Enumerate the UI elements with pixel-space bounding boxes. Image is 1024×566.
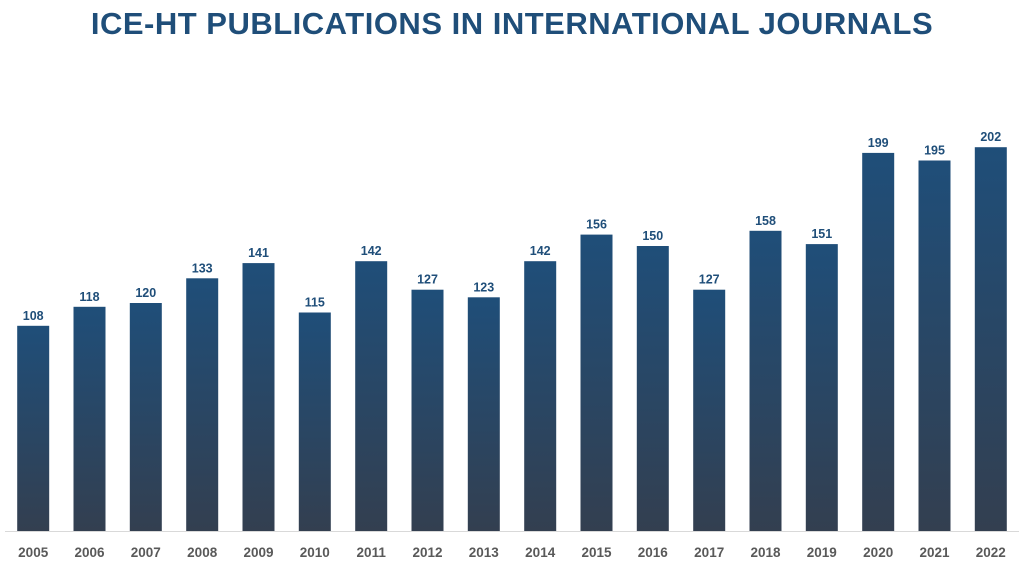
bar-2022	[974, 147, 1007, 531]
x-tick-label-2017: 2017	[694, 545, 724, 560]
x-tick-label-2006: 2006	[74, 545, 105, 560]
value-label-2016: 150	[642, 229, 663, 243]
x-tick-labels-group: 2005 2006 2007 2008 2009 2010 2011 2012 2013 2014…	[18, 545, 1006, 560]
value-label-2008: 133	[192, 261, 213, 275]
x-tick-label-2020: 2020	[863, 545, 893, 560]
bar-2011	[355, 261, 388, 531]
x-tick-label-2018: 2018	[750, 545, 781, 560]
value-label-2014: 142	[530, 244, 551, 258]
value-label-2005: 108	[23, 309, 44, 323]
bar-2010	[298, 312, 331, 531]
value-label-2010: 115	[305, 296, 325, 310]
value-label-2013: 123	[473, 280, 494, 294]
bar-2017	[693, 289, 726, 531]
bar-2021	[918, 160, 951, 531]
bar-2008	[186, 278, 219, 531]
value-label-2018: 158	[755, 214, 776, 228]
bar-2012	[411, 289, 444, 531]
bars-group	[17, 147, 1007, 532]
x-tick-label-2011: 2011	[357, 545, 387, 560]
bar-2014	[524, 261, 557, 531]
bar-2009	[242, 263, 275, 531]
x-tick-label-2005: 2005	[18, 545, 49, 560]
bar-2018	[749, 230, 782, 532]
x-tick-label-2010: 2010	[300, 545, 330, 560]
x-tick-label-2012: 2012	[412, 545, 442, 560]
value-label-2022: 202	[980, 130, 1001, 144]
bar-2019	[805, 244, 838, 531]
value-label-2007: 120	[135, 286, 156, 300]
value-label-2012: 127	[417, 273, 438, 287]
x-tick-label-2021: 2021	[919, 545, 950, 560]
x-tick-label-2007: 2007	[131, 545, 161, 560]
value-label-2006: 118	[79, 290, 99, 304]
x-tick-label-2014: 2014	[525, 545, 556, 560]
x-tick-label-2022: 2022	[976, 545, 1006, 560]
value-label-2020: 199	[868, 136, 889, 150]
value-label-2017: 127	[699, 273, 720, 287]
value-label-2021: 195	[924, 144, 945, 158]
value-label-2019: 151	[811, 227, 832, 241]
bar-2006	[73, 306, 106, 531]
chart-title: ICE-HT PUBLICATIONS IN INTERNATIONAL JOU…	[90, 6, 934, 41]
value-label-2009: 141	[248, 246, 269, 260]
x-tick-label-2016: 2016	[638, 545, 669, 560]
x-tick-label-2009: 2009	[243, 545, 273, 560]
bar-2015	[580, 234, 613, 531]
x-tick-label-2019: 2019	[807, 545, 837, 560]
bar-2005	[17, 325, 50, 531]
value-labels-group: 108 118 120 133 141 115 142 127 123 142 156 150 127 1…	[23, 130, 1002, 323]
x-tick-label-2008: 2008	[187, 545, 218, 560]
value-label-2015: 156	[586, 218, 607, 232]
bar-2020	[862, 152, 895, 531]
bar-2007	[129, 303, 162, 531]
x-tick-label-2015: 2015	[581, 545, 612, 560]
bar-2016	[636, 246, 669, 531]
value-label-2011: 142	[361, 244, 382, 258]
x-tick-label-2013: 2013	[469, 545, 500, 560]
bar-2013	[467, 297, 500, 531]
